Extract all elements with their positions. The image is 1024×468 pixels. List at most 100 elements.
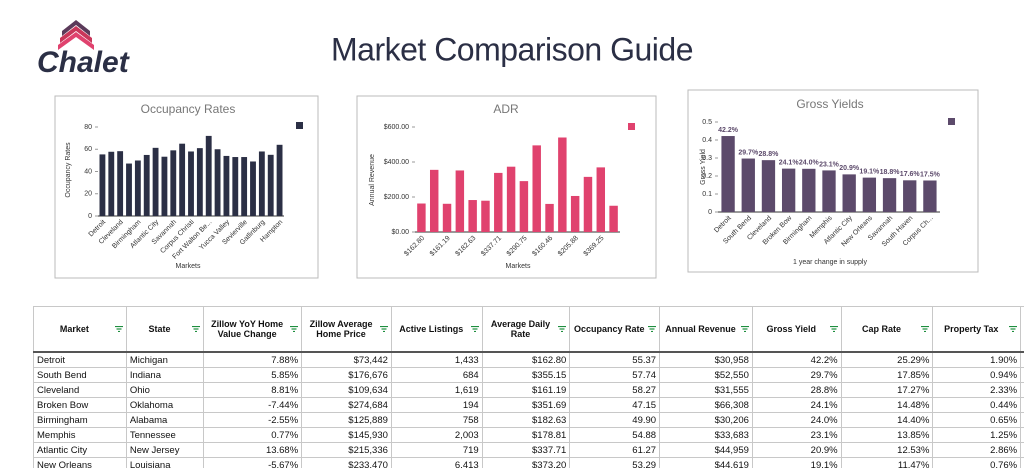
- data-table: Market State Zillow YoY Home Value Change Z…: [33, 306, 1024, 468]
- column-header: Gross Yield: [751, 306, 842, 353]
- column-header: Annual Revenue: [659, 306, 753, 353]
- table-row: Detroit Michigan 7.88% $73,442 1,433 $162.80 5…: [33, 351, 1024, 368]
- link-cell[interactable]: https://w: [1020, 427, 1024, 443]
- table-cell: 17.27%: [840, 382, 934, 398]
- link-cell[interactable]: https://w: [1020, 351, 1024, 368]
- filter-icon[interactable]: [829, 326, 838, 332]
- x-axis-label: Markets: [506, 263, 531, 270]
- chart-frame: [356, 95, 657, 279]
- logo-text: Chalet: [37, 46, 131, 79]
- value-label: 18.8%: [880, 169, 901, 176]
- table-body: Detroit Michigan 7.88% $73,442 1,433 $162.80 5…: [33, 351, 1024, 468]
- link-cell[interactable]: coming s: [1020, 442, 1024, 458]
- table-cell: $176,676: [301, 367, 392, 383]
- table-cell: 13.85%: [840, 427, 934, 443]
- filter-icon[interactable]: [379, 326, 388, 332]
- y-tick-label: $600.00: [384, 124, 409, 131]
- link-cell[interactable]: https://w: [1020, 367, 1024, 383]
- bar: [903, 180, 917, 212]
- bar: [923, 180, 937, 212]
- y-tick-label: 80: [84, 124, 92, 131]
- filter-icon[interactable]: [192, 326, 201, 332]
- column-header: Active Listings: [390, 306, 483, 353]
- bar: [134, 160, 141, 216]
- filter-icon[interactable]: [648, 326, 657, 332]
- table-cell: Atlantic City: [33, 442, 127, 458]
- link-cell[interactable]: https://w: [1020, 457, 1024, 468]
- table-cell: $109,634: [301, 382, 392, 398]
- bar: [117, 151, 124, 216]
- table-cell: 23.1%: [751, 427, 842, 443]
- table-cell: New Orleans: [33, 457, 127, 468]
- y-tick-label: $400.00: [384, 159, 409, 166]
- value-label: 24.0%: [799, 160, 820, 167]
- filter-icon[interactable]: [558, 326, 567, 332]
- column-header: Zillow YoY Home Value Change: [203, 306, 303, 353]
- filter-icon[interactable]: [921, 326, 930, 332]
- bar: [519, 181, 529, 232]
- table-cell: Cleveland: [33, 382, 127, 398]
- table-cell: 0.76%: [932, 457, 1022, 468]
- table-cell: Memphis: [33, 427, 127, 443]
- table-cell: 47.15: [569, 397, 661, 413]
- table-cell: 0.94%: [932, 367, 1022, 383]
- filter-icon[interactable]: [290, 326, 299, 332]
- table-cell: 24.0%: [751, 412, 842, 428]
- bar: [609, 205, 618, 232]
- chart-title: Occupancy Rates: [141, 102, 236, 116]
- table-cell: New Jersey: [125, 442, 205, 458]
- bar: [108, 151, 115, 216]
- link-cell[interactable]: coming s: [1020, 412, 1024, 428]
- table-cell: 12.53%: [840, 442, 934, 458]
- table-cell: Alabama: [125, 412, 205, 428]
- link-cell[interactable]: https://w: [1020, 397, 1024, 413]
- column-header: Occupancy Rate: [569, 306, 661, 353]
- logo-roof: [58, 32, 94, 50]
- filter-icon[interactable]: [114, 326, 123, 332]
- filter-icon[interactable]: [1009, 326, 1018, 332]
- table-cell: 1,619: [390, 382, 483, 398]
- bar: [267, 154, 274, 216]
- table-cell: $52,550: [659, 367, 753, 383]
- table-cell: 719: [390, 442, 483, 458]
- value-label: 19.1%: [859, 168, 880, 175]
- bar: [532, 145, 541, 232]
- table-cell: $373.20: [481, 457, 571, 468]
- table-cell: 1.90%: [932, 351, 1022, 368]
- bar: [241, 157, 248, 216]
- chart-title: Gross Yields: [796, 97, 863, 111]
- bar: [570, 195, 580, 232]
- bar: [170, 150, 177, 216]
- table-cell: $33,683: [659, 427, 753, 443]
- table-cell: 42.2%: [751, 351, 842, 368]
- column-header: Average Daily Rate: [481, 306, 571, 353]
- y-axis-label: Gross Yield: [700, 149, 707, 185]
- legend-swatch: [948, 118, 955, 125]
- bar: [882, 178, 897, 212]
- bar: [494, 172, 503, 232]
- filter-icon[interactable]: [740, 326, 749, 332]
- table-cell: 8.81%: [203, 382, 303, 398]
- bar: [583, 176, 593, 232]
- table-cell: $125,889: [301, 412, 392, 428]
- table-cell: 53.29: [569, 457, 661, 468]
- column-header: Dashboard Link: [1020, 306, 1024, 353]
- table-cell: $233,470: [301, 457, 392, 468]
- bar: [161, 156, 168, 216]
- link-cell[interactable]: https://w: [1020, 382, 1024, 398]
- bar: [417, 203, 426, 232]
- column-header: Property Tax: [932, 306, 1022, 353]
- bar: [545, 203, 554, 232]
- table-cell: Tennessee: [125, 427, 205, 443]
- table-row: Memphis Tennessee 0.77% $145,930 2,003 $178.8…: [33, 427, 1024, 443]
- bar: [179, 143, 186, 216]
- bar: [214, 149, 221, 216]
- y-tick-label: $200.00: [384, 194, 409, 201]
- table-cell: 55.37: [569, 351, 661, 368]
- table-cell: 0.77%: [203, 427, 303, 443]
- filter-icon[interactable]: [470, 326, 479, 332]
- table-cell: 24.1%: [751, 397, 842, 413]
- page-title: Market Comparison Guide: [331, 31, 693, 67]
- bar: [126, 163, 132, 216]
- bar: [761, 160, 776, 212]
